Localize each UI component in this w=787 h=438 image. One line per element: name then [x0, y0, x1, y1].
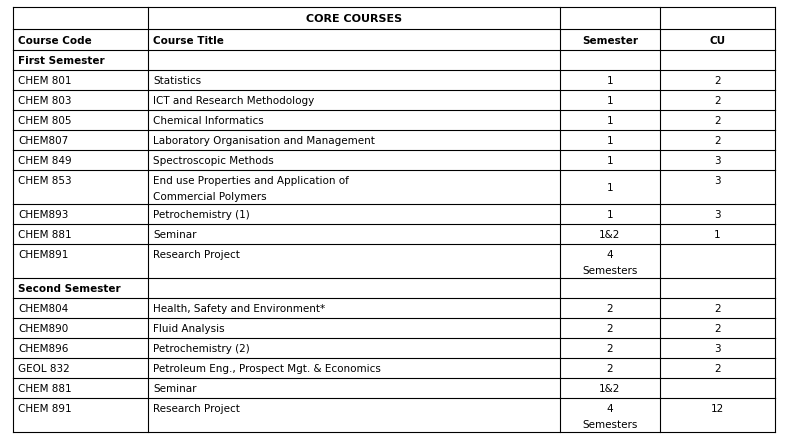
- Text: Laboratory Organisation and Management: Laboratory Organisation and Management: [153, 136, 375, 146]
- Text: 1: 1: [607, 76, 613, 86]
- Text: CHEM 853: CHEM 853: [18, 176, 72, 186]
- Text: Chemical Informatics: Chemical Informatics: [153, 116, 264, 126]
- Text: CHEM893: CHEM893: [18, 209, 68, 219]
- Text: Seminar: Seminar: [153, 230, 197, 240]
- Text: 2: 2: [607, 363, 613, 373]
- Text: 2: 2: [607, 303, 613, 313]
- Text: Semesters: Semesters: [582, 419, 637, 429]
- Text: Research Project: Research Project: [153, 249, 240, 259]
- Text: Semesters: Semesters: [582, 265, 637, 276]
- Text: 3: 3: [714, 209, 721, 219]
- Text: 1: 1: [607, 155, 613, 166]
- Text: 1: 1: [607, 96, 613, 106]
- Text: CHEM804: CHEM804: [18, 303, 68, 313]
- Text: Statistics: Statistics: [153, 76, 201, 86]
- Text: 2: 2: [607, 343, 613, 353]
- Text: CHEM 849: CHEM 849: [18, 155, 72, 166]
- Text: 2: 2: [714, 303, 721, 313]
- Text: 1: 1: [714, 230, 721, 240]
- Text: 1: 1: [607, 136, 613, 146]
- Text: CORE COURSES: CORE COURSES: [306, 14, 402, 24]
- Text: Research Project: Research Project: [153, 403, 240, 413]
- Text: 3: 3: [714, 343, 721, 353]
- Text: CHEM891: CHEM891: [18, 249, 68, 259]
- Text: First Semester: First Semester: [18, 56, 105, 66]
- Text: CHEM890: CHEM890: [18, 323, 68, 333]
- Text: 2: 2: [714, 363, 721, 373]
- Text: CHEM 805: CHEM 805: [18, 116, 72, 126]
- Text: Semester: Semester: [582, 35, 638, 46]
- Text: Course Title: Course Title: [153, 35, 224, 46]
- Text: CU: CU: [709, 35, 726, 46]
- Text: CHEM 891: CHEM 891: [18, 403, 72, 413]
- Text: 1: 1: [607, 209, 613, 219]
- Text: Health, Safety and Environment*: Health, Safety and Environment*: [153, 303, 325, 313]
- Text: 2: 2: [714, 76, 721, 86]
- Text: 2: 2: [714, 136, 721, 146]
- Text: GEOL 832: GEOL 832: [18, 363, 70, 373]
- Text: CHEM896: CHEM896: [18, 343, 68, 353]
- Text: Second Semester: Second Semester: [18, 283, 120, 293]
- Text: End use Properties and Application of: End use Properties and Application of: [153, 176, 349, 186]
- Text: Petrochemistry (2): Petrochemistry (2): [153, 343, 249, 353]
- Text: Petroleum Eng., Prospect Mgt. & Economics: Petroleum Eng., Prospect Mgt. & Economic…: [153, 363, 381, 373]
- Text: Fluid Analysis: Fluid Analysis: [153, 323, 224, 333]
- Text: Seminar: Seminar: [153, 383, 197, 393]
- Text: Spectroscopic Methods: Spectroscopic Methods: [153, 155, 274, 166]
- Text: Course Code: Course Code: [18, 35, 92, 46]
- Text: 2: 2: [607, 323, 613, 333]
- Text: 4: 4: [607, 403, 613, 413]
- Text: ICT and Research Methodology: ICT and Research Methodology: [153, 96, 314, 106]
- Text: 1&2: 1&2: [600, 230, 621, 240]
- Text: 1&2: 1&2: [600, 383, 621, 393]
- Text: 4: 4: [607, 249, 613, 259]
- Text: 3: 3: [714, 176, 721, 186]
- Text: Commercial Polymers: Commercial Polymers: [153, 191, 267, 201]
- Text: 2: 2: [714, 323, 721, 333]
- Text: Petrochemistry (1): Petrochemistry (1): [153, 209, 249, 219]
- Text: CHEM 801: CHEM 801: [18, 76, 72, 86]
- Text: 3: 3: [714, 155, 721, 166]
- Text: 1: 1: [607, 183, 613, 193]
- Text: 2: 2: [714, 116, 721, 126]
- Text: CHEM 881: CHEM 881: [18, 230, 72, 240]
- Text: 1: 1: [607, 116, 613, 126]
- Text: CHEM 803: CHEM 803: [18, 96, 72, 106]
- Text: CHEM 881: CHEM 881: [18, 383, 72, 393]
- Text: CHEM807: CHEM807: [18, 136, 68, 146]
- Text: 12: 12: [711, 403, 724, 413]
- Text: 2: 2: [714, 96, 721, 106]
